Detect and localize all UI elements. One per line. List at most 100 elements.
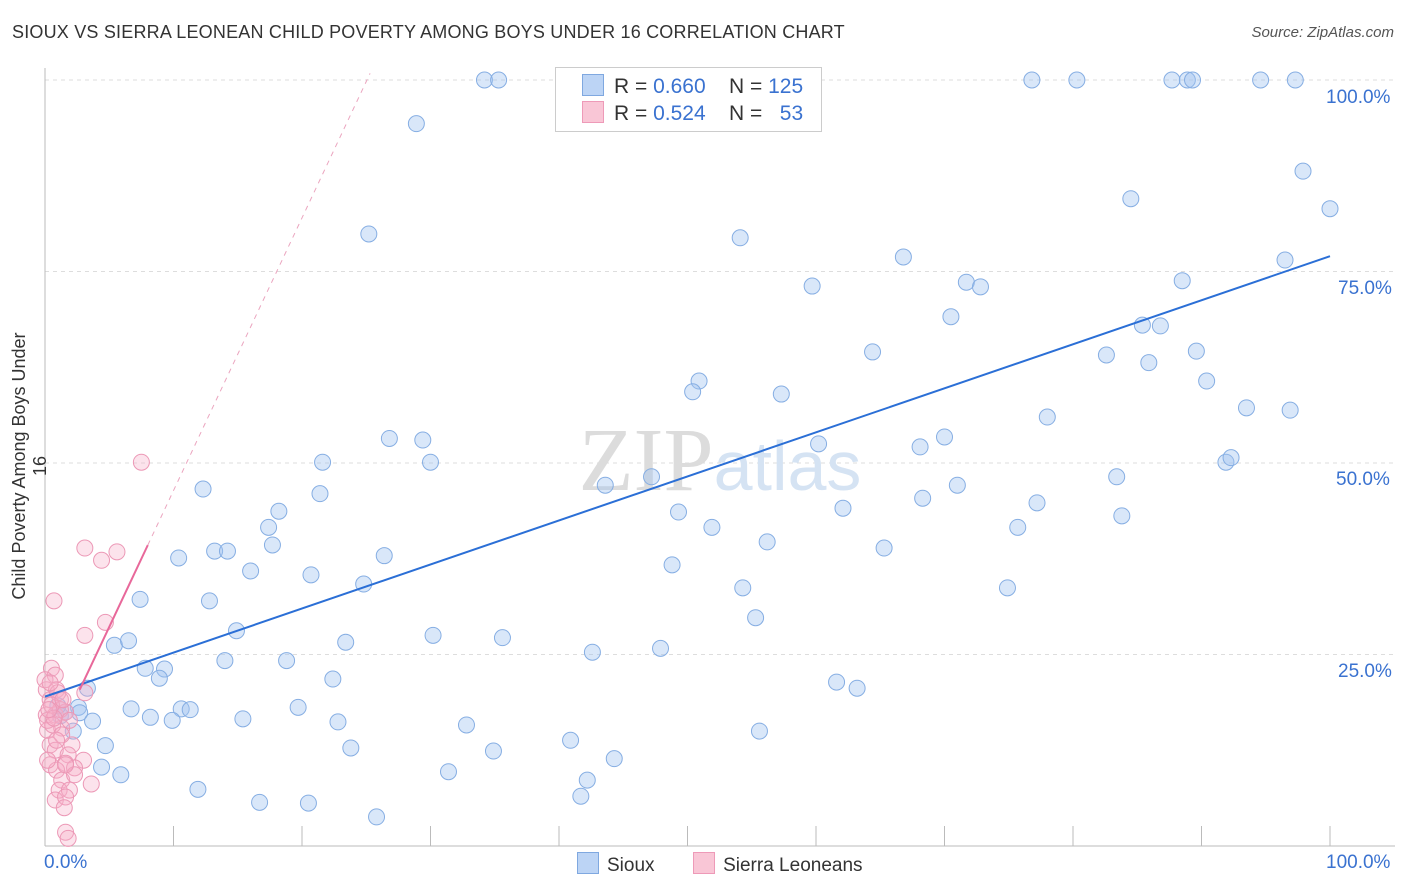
sioux-point <box>407 115 425 133</box>
sioux-point <box>1097 346 1115 364</box>
sioux-point <box>1178 71 1196 89</box>
trend-lines <box>44 73 1331 698</box>
n-label: N = <box>729 102 763 125</box>
sioux-point <box>834 499 852 517</box>
sierra-point <box>76 539 94 557</box>
source-label: Source: ZipAtlas.com <box>1251 24 1394 41</box>
legend-sierra: Sierra Leoneans <box>723 855 863 876</box>
sierra-swatch <box>582 101 604 123</box>
sierra-point <box>57 788 75 806</box>
sioux-point <box>1140 354 1158 372</box>
sioux-point <box>828 673 846 691</box>
sioux-point <box>948 476 966 494</box>
sioux-point <box>69 698 87 716</box>
y-tick-label: 100.0% <box>1326 87 1391 108</box>
sierra-point <box>54 691 72 709</box>
x-tick-label: 100.0% <box>1326 852 1391 873</box>
sierra-point <box>57 756 75 774</box>
legend: R = 0.660 N = 125 R = 0.524 N = 53 <box>555 67 822 132</box>
sioux-point <box>1237 399 1255 417</box>
sioux-point <box>234 710 252 728</box>
sioux-point <box>578 771 596 789</box>
sioux-point <box>1023 71 1041 89</box>
sioux-point <box>1252 71 1270 89</box>
sioux-swatch <box>577 852 599 874</box>
sioux-point <box>663 556 681 574</box>
sioux-point <box>1113 507 1131 525</box>
sioux-point <box>1321 200 1339 218</box>
sioux-point <box>1286 71 1304 89</box>
y-axis-label: Child Poverty Among Boys Under 16 <box>9 332 50 600</box>
sioux-point <box>1281 401 1299 419</box>
sioux-point <box>490 71 508 89</box>
sioux-point <box>670 503 688 521</box>
sioux-point <box>772 385 790 403</box>
sioux-point <box>875 539 893 557</box>
sioux-point <box>1173 272 1191 290</box>
sioux-point <box>1163 71 1181 89</box>
sioux-point <box>1222 449 1240 467</box>
sioux-point <box>1108 468 1126 486</box>
sioux-point <box>605 750 623 768</box>
sierra-point <box>63 736 81 754</box>
points <box>36 71 1339 847</box>
sioux-point <box>690 372 708 390</box>
r-label: R = <box>614 75 648 98</box>
sierra-point <box>45 709 63 727</box>
sioux-point <box>302 566 320 584</box>
sierra-point <box>76 684 94 702</box>
sierra-point <box>108 543 126 561</box>
sierra-point <box>53 726 71 744</box>
sioux-point <box>493 629 511 647</box>
sioux-point <box>194 480 212 498</box>
sioux-point <box>424 626 442 644</box>
sioux-point <box>163 711 181 729</box>
sioux-point <box>189 780 207 798</box>
sierra-point <box>59 829 77 847</box>
n-value: 125 <box>768 75 804 98</box>
sioux-point <box>278 652 296 670</box>
sioux-point <box>747 609 765 627</box>
sierra-point <box>60 711 78 729</box>
sioux-point <box>360 225 378 243</box>
bottom-legend: Sioux Sierra Leoneans <box>577 852 863 877</box>
sioux-point <box>1151 317 1169 335</box>
sioux-point <box>368 808 386 826</box>
sioux-point <box>758 533 776 551</box>
sioux-point <box>131 590 149 608</box>
sioux-point <box>329 713 347 731</box>
sioux-point <box>218 542 236 560</box>
sioux-point <box>957 273 975 291</box>
sioux-point <box>414 431 432 449</box>
sierra-trend-line <box>78 544 149 691</box>
sioux-point <box>643 468 661 486</box>
sioux-point <box>731 229 749 247</box>
sioux-point <box>703 518 721 536</box>
sioux-point <box>93 758 111 776</box>
sioux-point <box>484 742 502 760</box>
sioux-point <box>750 722 768 740</box>
watermark: ZIPatlas <box>579 411 862 510</box>
sioux-point <box>1184 71 1202 89</box>
sierra-point <box>132 453 150 471</box>
sioux-point <box>1038 408 1056 426</box>
sioux-point <box>324 670 342 688</box>
sierra-point <box>39 751 57 769</box>
sierra-point <box>48 731 66 749</box>
n-value: 53 <box>779 102 804 125</box>
sioux-point <box>572 787 590 805</box>
x-tick-label: 0.0% <box>44 852 88 873</box>
sioux-point <box>172 700 190 718</box>
sioux-point <box>914 489 932 507</box>
sioux-point <box>457 716 475 734</box>
sioux-point <box>1294 162 1312 180</box>
sioux-point <box>439 763 457 781</box>
sioux-point <box>105 636 123 654</box>
sioux-point <box>848 679 866 697</box>
sioux-point <box>84 712 102 730</box>
sioux-point <box>684 383 702 401</box>
sioux-point <box>96 737 114 755</box>
sioux-point <box>375 547 393 565</box>
sioux-point <box>270 502 288 520</box>
r-label: R = <box>614 102 648 125</box>
